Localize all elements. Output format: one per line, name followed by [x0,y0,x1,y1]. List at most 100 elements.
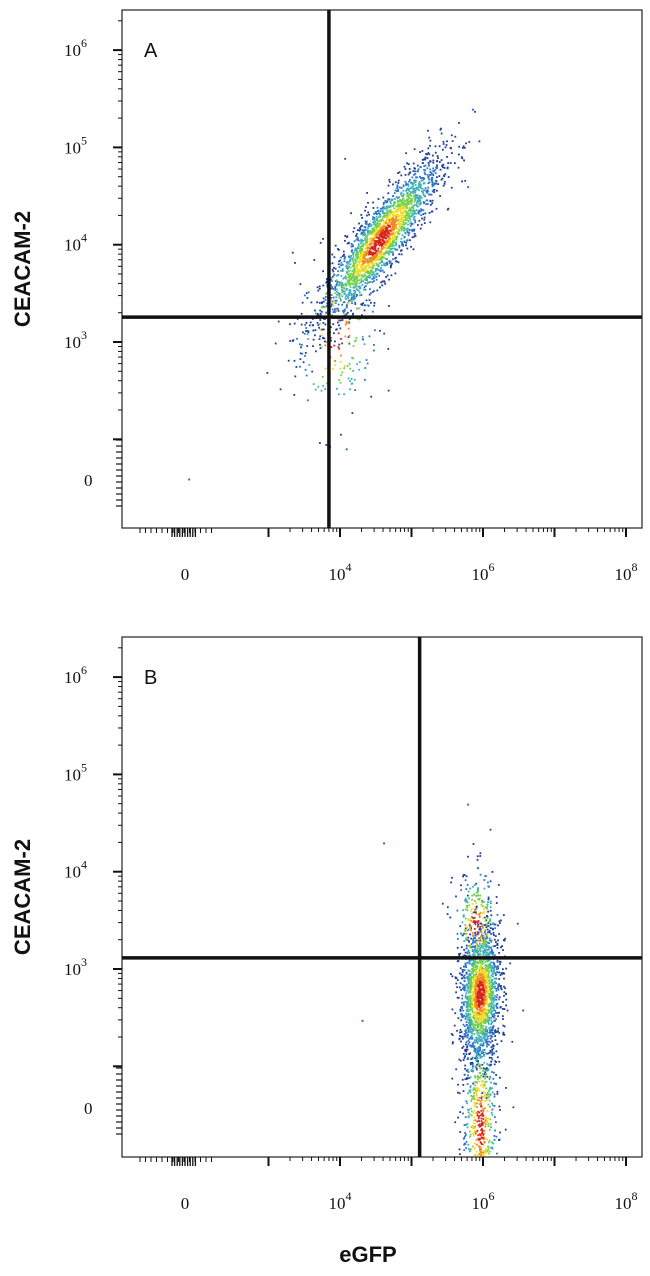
event-dot [490,1063,492,1066]
event-dot [317,289,320,292]
event-dot [388,214,391,217]
event-dot [461,1013,464,1016]
event-dot [399,217,402,220]
event-dot [479,968,482,971]
event-dot [497,965,499,968]
event-dot [324,340,326,343]
event-dot [470,1107,473,1110]
event-dot [355,256,358,258]
event-dot [318,301,321,304]
event-dot [505,992,507,995]
event-dot [370,292,372,294]
event-dot [391,228,394,230]
event-dot [472,1064,474,1067]
event-dot [344,308,346,311]
event-dot [487,1103,490,1106]
event-dot [382,206,385,208]
event-dot [493,999,495,1001]
event-dot [379,225,382,228]
event-dot [478,987,480,990]
event-dot [319,442,321,444]
event-dot [471,108,474,111]
event-dot [484,936,487,938]
event-dot [366,362,369,365]
event-dot [475,895,477,897]
event-dot [461,1035,464,1038]
event-dot [387,223,389,225]
event-dot [393,214,396,217]
event-dot [331,262,334,265]
event-dot [493,1006,496,1009]
event-dot [479,1046,482,1049]
event-dot [334,299,337,302]
event-dot [481,1151,484,1154]
event-dot [490,1013,493,1016]
event-dot [341,263,344,266]
event-dot [475,1019,478,1021]
event-dot [486,1013,488,1016]
event-dot [480,1103,482,1106]
event-points [188,108,481,481]
event-dot [359,266,362,269]
event-dot [464,930,467,932]
event-dot [486,1063,489,1065]
event-dot [481,1001,484,1003]
event-dot [355,276,357,279]
event-dot [420,214,423,217]
event-dot [463,146,466,149]
event-dot [485,936,488,938]
event-dot [400,229,403,232]
event-dot [480,965,483,968]
event-dot [376,268,379,270]
event-dot [481,996,484,999]
event-dot [357,253,359,256]
event-dot [428,163,430,165]
event-dot [478,1032,481,1034]
event-dot [320,302,323,305]
event-dot [477,1000,479,1003]
event-dot [413,190,416,193]
event-dot [370,243,373,246]
event-dot [331,286,333,288]
event-dot [388,225,391,228]
event-dot [343,284,345,287]
event-dot [325,281,328,284]
event-dot [390,274,393,277]
event-dot [472,1089,475,1092]
event-dot [486,1037,489,1040]
event-dot [379,286,381,289]
event-dot [407,195,410,197]
event-dot [370,253,372,256]
event-dot [361,217,363,219]
event-dot [490,968,493,971]
event-dot [482,1067,485,1070]
event-dot [488,966,490,969]
event-dot [444,173,447,176]
event-dot [503,914,505,916]
event-dot [464,879,467,882]
event-dot [476,1114,479,1117]
event-dot [489,909,492,912]
event-dot [482,1138,485,1140]
event-dot [483,949,486,952]
event-dot [375,230,378,232]
event-dot [361,232,364,234]
event-dot [373,242,376,245]
event-dot [465,900,467,903]
event-dot [345,277,348,279]
event-dot [392,239,395,242]
event-dot [362,254,364,256]
event-dot [483,931,486,933]
event-dot [345,294,348,296]
event-dot [330,297,333,299]
event-dot [375,219,378,221]
event-dot [499,963,501,966]
event-dot [476,976,478,978]
event-dot [402,218,404,221]
event-dot [478,1012,480,1014]
event-dot [488,920,490,923]
event-dot [306,399,309,402]
event-dot [487,1117,489,1120]
event-dot [486,1093,489,1095]
